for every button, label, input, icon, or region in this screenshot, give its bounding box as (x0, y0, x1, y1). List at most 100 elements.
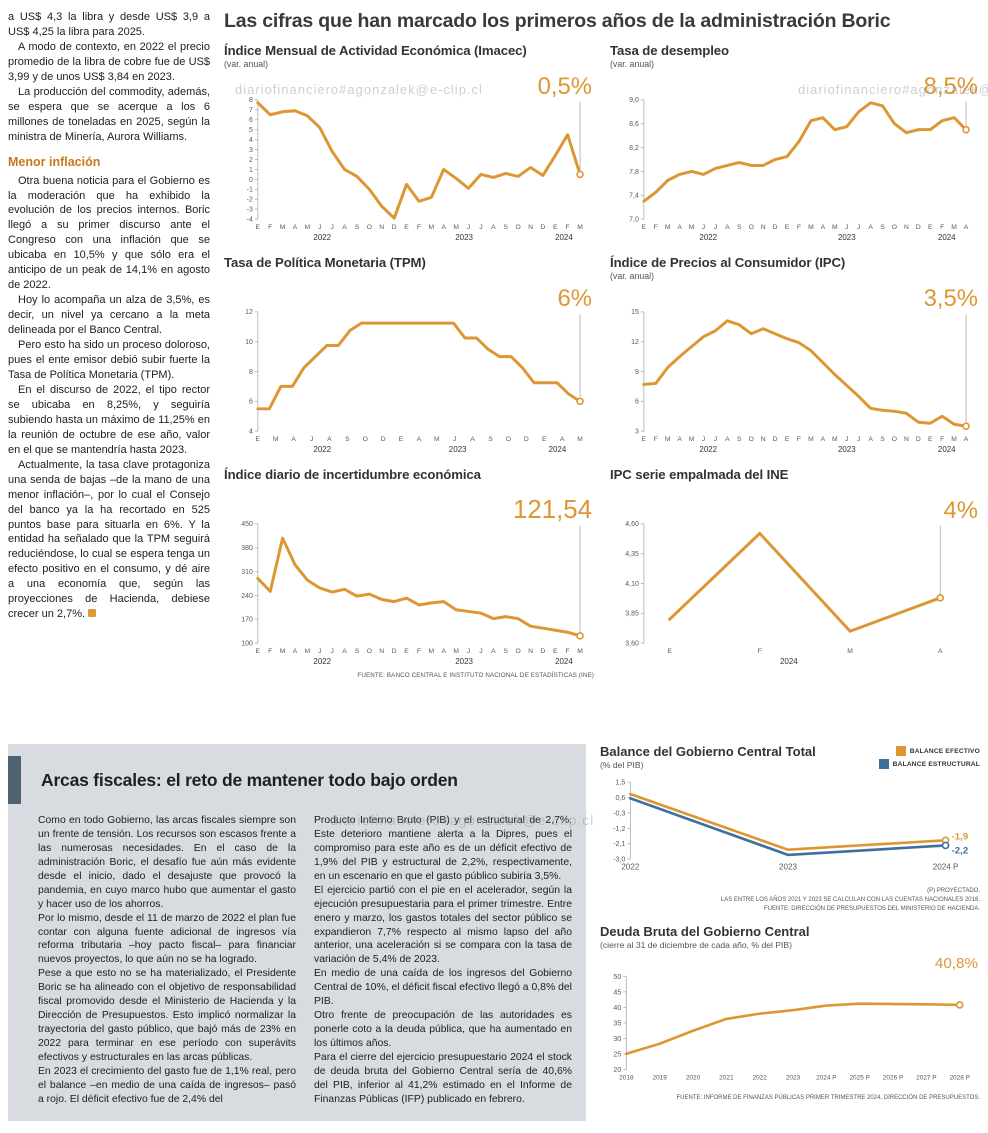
svg-text:F: F (758, 648, 762, 655)
svg-text:-1,9: -1,9 (952, 831, 969, 842)
svg-text:J: J (714, 436, 717, 443)
bottom-charts: Balance del Gobierno Central Total (% de… (600, 744, 980, 1113)
svg-text:3,60: 3,60 (625, 641, 639, 648)
svg-text:2024: 2024 (938, 233, 956, 242)
svg-text:M: M (429, 224, 435, 231)
svg-text:2023: 2023 (779, 862, 798, 871)
imacec-line-chart: 8 7 6 5 4 3 2 1 0 -1 -2 -3 -4 E F M A M J J A S O N D E F M A M J J A S O N… (224, 70, 594, 247)
fiscal-paragraph: En 2023 el crecimiento del gasto fue de … (38, 1065, 296, 1105)
balance-notes: (P) PROYECTADO. LAS ENTRE LOS AÑOS 2021 … (600, 887, 980, 914)
svg-text:E: E (928, 224, 933, 231)
svg-text:-2: -2 (247, 197, 253, 204)
svg-text:S: S (355, 648, 360, 655)
fiscal-paragraph: Para el cierre del ejercicio presupuesta… (314, 1051, 572, 1105)
svg-text:-2,2: -2,2 (952, 846, 969, 857)
svg-text:F: F (940, 224, 944, 231)
svg-text:A: A (342, 648, 347, 655)
chart-note: (P) PROYECTADO. (927, 888, 980, 895)
fiscal-article-box: Arcas fiscales: el reto de mantener todo… (8, 744, 586, 1121)
svg-text:M: M (832, 436, 838, 443)
svg-text:D: D (392, 224, 397, 231)
deuda-source: FUENTE: INFORME DE FINANZAS PÚBLICAS PRI… (600, 1094, 981, 1103)
svg-text:E: E (404, 224, 409, 231)
fiscal-title: Arcas fiscales: el reto de mantener todo… (41, 769, 458, 790)
svg-text:-1,2: -1,2 (613, 825, 625, 833)
fiscal-paragraph: Pese a que esto no se ha materializado, … (38, 968, 296, 1063)
svg-text:7,8: 7,8 (629, 169, 639, 176)
svg-text:E: E (256, 436, 261, 443)
svg-text:8,2: 8,2 (629, 145, 639, 152)
svg-text:A: A (441, 648, 446, 655)
svg-text:A: A (441, 224, 446, 231)
svg-text:2024: 2024 (938, 445, 956, 454)
svg-text:0,6: 0,6 (616, 794, 626, 802)
svg-text:M: M (951, 436, 957, 443)
fiscal-paragraph: Como en todo Gobierno, las arcas fiscale… (38, 815, 296, 910)
svg-text:A: A (677, 436, 682, 443)
svg-text:D: D (916, 436, 921, 443)
svg-text:240: 240 (241, 593, 253, 600)
svg-text:E: E (404, 648, 409, 655)
svg-text:8: 8 (249, 97, 253, 104)
svg-text:J: J (479, 648, 482, 655)
svg-text:2019: 2019 (652, 1075, 667, 1082)
svg-text:M: M (665, 436, 671, 443)
legend-chip-estructural-icon (878, 759, 889, 769)
svg-text:O: O (363, 436, 368, 443)
svg-text:8: 8 (249, 369, 253, 376)
balance-line-chart: 1,5 0,6 -0,3 -1,2 -2,1 -3,0 2022 2023 2024 P -1,9… (600, 772, 980, 885)
svg-text:E: E (667, 648, 672, 655)
svg-text:12: 12 (245, 309, 253, 316)
svg-text:D: D (524, 436, 529, 443)
charts-grid: Índice Mensual de Actividad Económica (I… (224, 43, 980, 679)
svg-text:2: 2 (249, 157, 253, 164)
svg-text:F: F (417, 648, 421, 655)
svg-text:6%: 6% (558, 285, 592, 312)
svg-text:2024: 2024 (780, 657, 798, 666)
svg-text:2022: 2022 (313, 657, 331, 666)
svg-text:S: S (503, 648, 508, 655)
svg-text:-1: -1 (247, 187, 253, 194)
svg-text:M: M (847, 648, 853, 655)
legend-item-estructural: BALANCE ESTRUCTURAL (878, 759, 980, 769)
svg-text:2021: 2021 (719, 1075, 734, 1082)
fiscal-paragraph: Otro frente de preocupación de las autor… (314, 1010, 572, 1049)
left-article: a US$ 4,3 la libra y desde US$ 3,9 a US$… (8, 6, 210, 622)
svg-text:J: J (714, 224, 717, 231)
svg-text:S: S (488, 436, 493, 443)
desempleo-line-chart: 9,0 8,6 8,2 7,8 7,4 7,0 E F M A M J J A S O N D E F M A M J J A S O… (610, 70, 980, 247)
svg-text:M: M (577, 224, 583, 231)
article-end-marker-icon (88, 609, 97, 618)
svg-text:A: A (293, 648, 298, 655)
svg-text:1,5: 1,5 (616, 779, 626, 787)
svg-text:A: A (342, 224, 347, 231)
svg-text:F: F (417, 224, 421, 231)
svg-text:E: E (399, 436, 404, 443)
chart-card-desempleo: Tasa de desempleo (var. anual) 9,0 8,6 8,2… (610, 43, 980, 247)
balance-header: Balance del Gobierno Central Total (% de… (600, 744, 980, 772)
svg-text:A: A (964, 224, 969, 231)
svg-text:E: E (542, 436, 547, 443)
svg-text:2026 P: 2026 P (883, 1075, 904, 1082)
ipc-line-chart: 15 12 9 6 3 E F M A M J J A S O N D E F M A M J J A S O N D E F M A 2022 2… (610, 282, 980, 459)
svg-text:M: M (434, 436, 440, 443)
chart-title: Deuda Bruta del Gobierno Central (600, 924, 810, 940)
svg-text:J: J (453, 436, 456, 443)
svg-text:M: M (453, 224, 459, 231)
svg-text:M: M (577, 436, 583, 443)
svg-text:1: 1 (249, 167, 253, 174)
svg-text:M: M (689, 436, 695, 443)
chart-card-balance: Balance del Gobierno Central Total (% de… (600, 744, 980, 914)
chart-subtitle: (cierre al 31 de diciembre de cada año, … (600, 940, 793, 951)
svg-text:A: A (868, 436, 873, 443)
article-paragraph: A modo de contexto, en 2022 el precio pr… (8, 40, 210, 83)
svg-text:100: 100 (241, 641, 253, 648)
svg-text:E: E (785, 436, 790, 443)
svg-text:3,85: 3,85 (625, 611, 639, 618)
svg-text:A: A (821, 224, 826, 231)
balance-title-block: Balance del Gobierno Central Total (% de… (600, 744, 816, 770)
svg-text:3,5%: 3,5% (924, 285, 978, 312)
svg-text:J: J (467, 224, 470, 231)
svg-text:25: 25 (613, 1051, 621, 1059)
top-section: a US$ 4,3 la libra y desde US$ 3,9 a US$… (8, 6, 980, 714)
